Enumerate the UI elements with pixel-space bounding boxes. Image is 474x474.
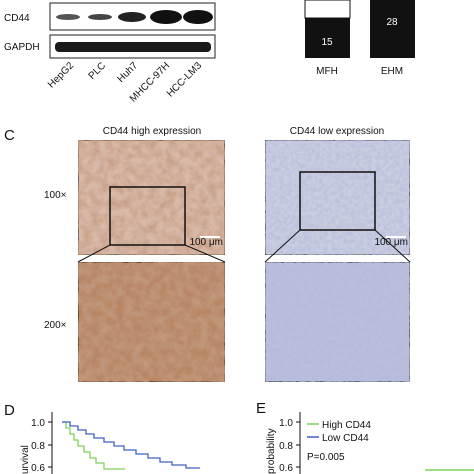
band <box>88 14 112 20</box>
micrograph <box>77 139 226 256</box>
bar-value: 15 <box>321 37 333 48</box>
bar-label: MFH <box>316 66 338 77</box>
scale-label: 100 μm <box>374 237 408 248</box>
inset-box <box>299 171 376 231</box>
bar-value: 28 <box>386 17 398 28</box>
band <box>55 42 211 52</box>
zoom-line <box>184 244 226 263</box>
micrograph <box>77 261 226 383</box>
tick-label: 0.6 <box>279 463 293 474</box>
bar-panel: 15 28 MFH EHM <box>304 0 415 77</box>
panel-letter: C <box>4 127 15 144</box>
axis-label: urvival <box>20 445 31 474</box>
axis-label: probability <box>266 428 277 474</box>
legend-label: High CD44 <box>322 420 371 431</box>
tick-label: 0.8 <box>279 441 293 452</box>
lane-label: HepG2 <box>46 60 76 90</box>
bar-segment <box>304 0 351 19</box>
band <box>56 14 80 20</box>
lane-label: HCC-LM3 <box>165 60 205 100</box>
panel-c: C CD44 high expression CD44 low expressi… <box>4 126 411 383</box>
bar-segment <box>305 18 350 58</box>
panel-letter: E <box>256 400 266 417</box>
lane-label: Huh7 <box>115 60 140 85</box>
column-title: CD44 low expression <box>290 126 385 137</box>
panel-d: D urvival 1.0 0.8 0.6 <box>4 402 200 474</box>
row-label: 200× <box>44 320 67 331</box>
zoom-line <box>374 229 411 263</box>
zoom-line <box>264 229 301 263</box>
bar-segment <box>370 0 415 58</box>
tick-label: 1.0 <box>31 418 45 429</box>
scale-label: 100 μm <box>189 237 223 248</box>
survival-curve <box>62 421 200 469</box>
tick-label: 1.0 <box>279 418 293 429</box>
micrograph <box>264 139 411 256</box>
row-label: CD44 <box>4 13 30 24</box>
tick-label: 0.6 <box>31 463 45 474</box>
row-label: GAPDH <box>4 42 40 53</box>
p-value: P=0.005 <box>307 452 345 463</box>
band <box>118 12 146 22</box>
panel-letter: D <box>4 402 15 419</box>
column-title: CD44 high expression <box>103 126 201 137</box>
micrograph <box>264 261 411 383</box>
band <box>150 10 182 24</box>
bar-label: EHM <box>381 66 403 77</box>
band <box>183 10 213 24</box>
panel-e: E probability 1.0 0.8 0.6 High CD44 Low … <box>256 400 474 474</box>
zoom-line <box>77 244 111 263</box>
legend-label: Low CD44 <box>322 433 369 444</box>
inset-box <box>109 186 186 246</box>
lane-label: PLC <box>87 60 109 82</box>
tick-label: 0.8 <box>31 441 45 452</box>
survival-curve <box>62 421 125 470</box>
row-label: 100× <box>44 190 67 201</box>
